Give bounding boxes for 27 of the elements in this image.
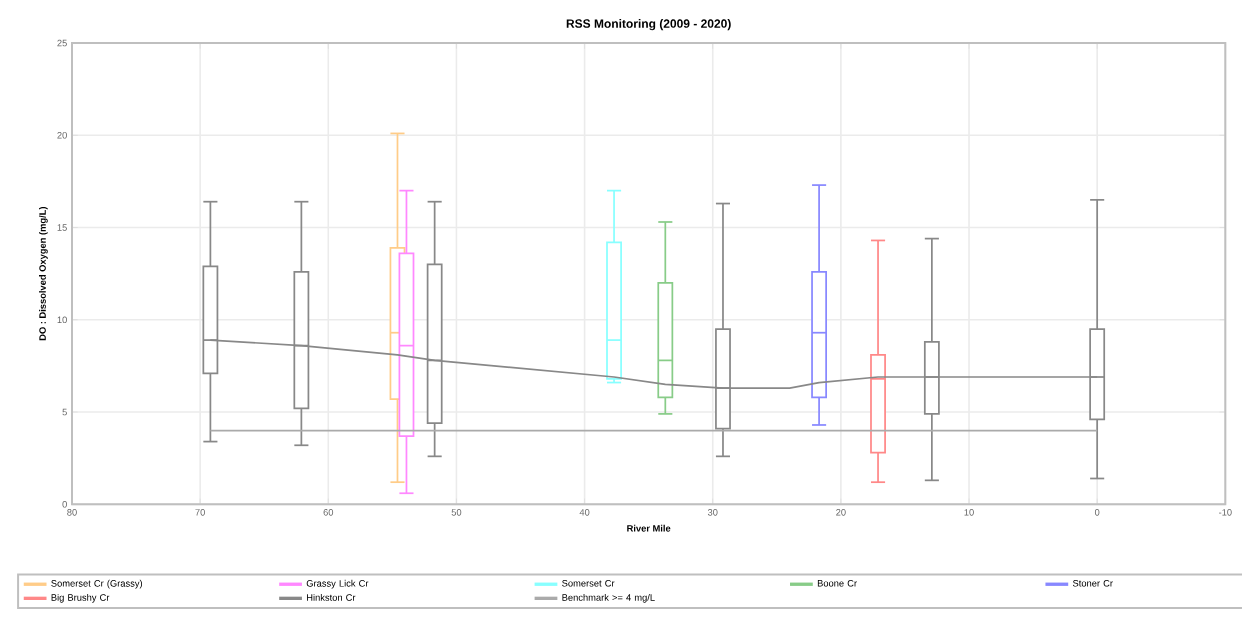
x-tick-label: 20 bbox=[836, 509, 846, 516]
chart-title: RSS Monitoring (2009 - 2020) bbox=[566, 19, 731, 31]
x-tick-label: 10 bbox=[964, 509, 974, 516]
x-tick-label: 50 bbox=[451, 509, 462, 516]
legend-label: Big Brushy Cr bbox=[51, 594, 110, 603]
x-tick-label: 60 bbox=[323, 509, 334, 516]
y-tick-label: 0 bbox=[62, 501, 67, 508]
x-tick-label: 40 bbox=[579, 509, 590, 516]
x-tick-label: -10 bbox=[1218, 509, 1232, 516]
legend-label: Benchmark >= 4 mg/L bbox=[562, 594, 655, 603]
x-tick-label: 80 bbox=[67, 509, 77, 516]
legend-label: Somerset Cr (Grassy) bbox=[51, 580, 143, 589]
legend-label: Stoner Cr bbox=[1072, 580, 1113, 587]
x-tick-label: 70 bbox=[195, 509, 205, 516]
y-axis-title: DO : Dissolved Oxygen (mg/L) bbox=[39, 207, 48, 341]
x-tick-label: 0 bbox=[1094, 509, 1100, 516]
legend-label: Somerset Cr bbox=[562, 580, 615, 587]
legend-label: Boone Cr bbox=[817, 580, 857, 587]
y-tick-label: 25 bbox=[57, 39, 67, 47]
x-tick-label: 30 bbox=[707, 509, 718, 516]
y-tick-label: 20 bbox=[57, 132, 67, 139]
x-axis-title: River Mile bbox=[627, 524, 671, 532]
legend-label: Grassy Lick Cr bbox=[306, 580, 369, 589]
y-tick-label: 5 bbox=[62, 408, 67, 416]
legend-label: Hinkston Cr bbox=[307, 594, 356, 601]
y-tick-label: 10 bbox=[57, 316, 67, 324]
y-tick-label: 15 bbox=[57, 224, 67, 231]
